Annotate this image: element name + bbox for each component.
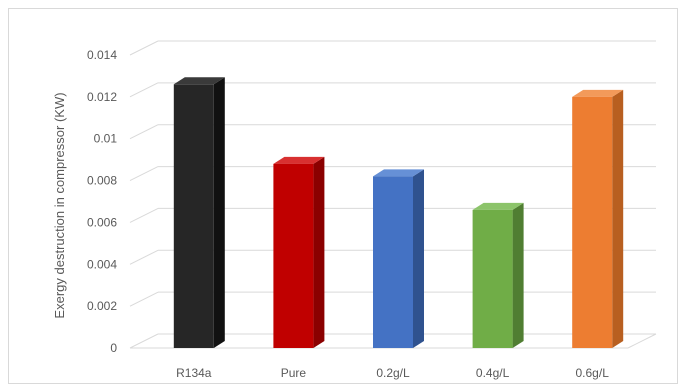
y-tick-label: 0.012: [87, 90, 117, 104]
bar-front: [173, 84, 214, 349]
gridline-depth: [129, 40, 159, 56]
gridline-depth: [129, 207, 159, 223]
bar-side: [313, 156, 325, 348]
bar-side: [512, 202, 524, 348]
x-tick-label: R134a: [176, 366, 212, 380]
y-tick-label: 0.014: [87, 48, 117, 62]
bars: [173, 77, 624, 349]
gridline-depth: [129, 166, 159, 182]
gridline-depth: [129, 249, 159, 265]
y-tick-label: 0.008: [87, 174, 117, 188]
x-tick-label: Pure: [281, 366, 307, 380]
bar-front: [472, 209, 513, 348]
bar-front: [373, 176, 413, 348]
bar-0.2g/L: [373, 169, 424, 348]
x-tick-label: 0.6g/L: [576, 366, 610, 380]
bar-top: [472, 202, 524, 210]
gridline-depth: [129, 124, 159, 140]
bar-top: [273, 156, 325, 164]
y-tick-label: 0.004: [87, 257, 117, 271]
bar-side: [413, 169, 424, 348]
bar-top: [572, 89, 624, 97]
y-tick-label: 0.002: [87, 299, 117, 313]
gridline-depth: [129, 333, 159, 349]
x-tick-label: 0.2g/L: [376, 366, 410, 380]
y-tick-label: 0: [110, 341, 117, 355]
gridline-depth: [129, 291, 159, 307]
y-axis-title: Exergy destruction in compressor (KW): [52, 92, 67, 318]
bar-top: [173, 77, 225, 85]
x-tick-label: 0.4g/L: [476, 366, 510, 380]
y-tick-label: 0.01: [94, 132, 118, 146]
bar-side: [213, 77, 225, 349]
bar-Pure: [273, 156, 325, 348]
chart-frame: [8, 8, 678, 384]
bar-front: [273, 163, 314, 348]
bar-side: [612, 89, 624, 348]
x-tick-labels: R134a Pure 0.2g/L 0.4g/L 0.6g/L: [176, 366, 609, 380]
bar-0.6g/L: [572, 89, 624, 348]
bar-front: [572, 96, 613, 348]
y-tick-labels: 0 0.002 0.004 0.006 0.008 0.01 0.012 0.014: [87, 48, 117, 355]
bar-top: [373, 169, 424, 177]
bar-0.4g/L: [472, 202, 524, 348]
gridline-depth: [129, 82, 159, 98]
bar-R134a: [173, 77, 225, 349]
y-tick-label: 0.006: [87, 215, 117, 229]
floor-side-edge: [627, 333, 657, 349]
